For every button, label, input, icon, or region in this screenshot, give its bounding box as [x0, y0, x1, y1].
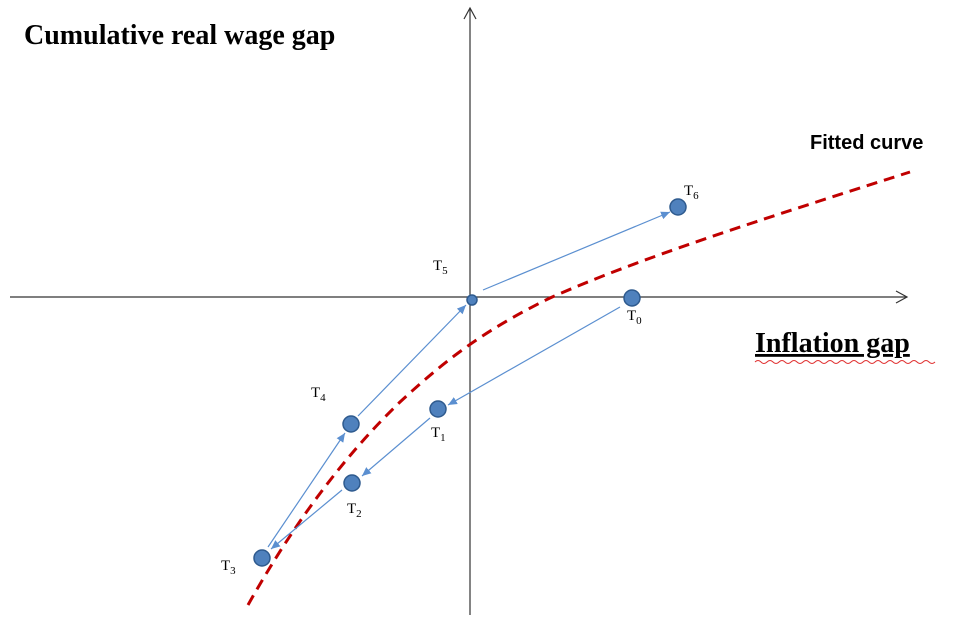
node-label-main: T: [311, 385, 320, 401]
node-label-main: T: [684, 183, 693, 199]
node-label-subscript: 4: [320, 392, 326, 404]
node-label-main: T: [627, 308, 636, 324]
fitted-curve: [246, 170, 911, 606]
node-label: T3: [221, 558, 236, 577]
node-label-subscript: 1: [440, 432, 446, 444]
node-label-subscript: 0: [636, 315, 642, 327]
arrows: [267, 211, 671, 550]
node-point: [466, 294, 478, 306]
arrow: [270, 489, 343, 550]
title: Cumulative real wage gap: [24, 20, 335, 51]
node-point: [343, 474, 361, 492]
node-label-subscript: 6: [693, 190, 699, 202]
node-label: T4: [311, 385, 326, 404]
node-label: T1: [431, 425, 446, 444]
node-point: [429, 400, 447, 418]
node-point: [669, 198, 687, 216]
node-label-main: T: [433, 258, 442, 274]
node-point: [253, 549, 271, 567]
node-label-subscript: 3: [230, 565, 236, 577]
x-axis-label: Inflation gap: [755, 328, 910, 359]
node-label: T0: [627, 308, 642, 327]
node-label-subscript: 2: [356, 508, 362, 520]
node-label: T2: [347, 501, 362, 520]
node-label-main: T: [431, 425, 440, 441]
node-point: [623, 289, 641, 307]
arrow: [361, 417, 431, 477]
arrow: [357, 304, 467, 417]
node-label-main: T: [221, 558, 230, 574]
arrow: [482, 211, 671, 291]
node-label-main: T: [347, 501, 356, 517]
arrow: [267, 432, 346, 548]
node-label-subscript: 5: [442, 265, 448, 277]
node-label: T5: [433, 258, 448, 277]
arrow: [447, 306, 621, 406]
spell-underline: [754, 360, 936, 364]
node-point: [342, 415, 360, 433]
curve-label: Fitted curve: [810, 132, 923, 154]
node-label: T6: [684, 183, 699, 202]
